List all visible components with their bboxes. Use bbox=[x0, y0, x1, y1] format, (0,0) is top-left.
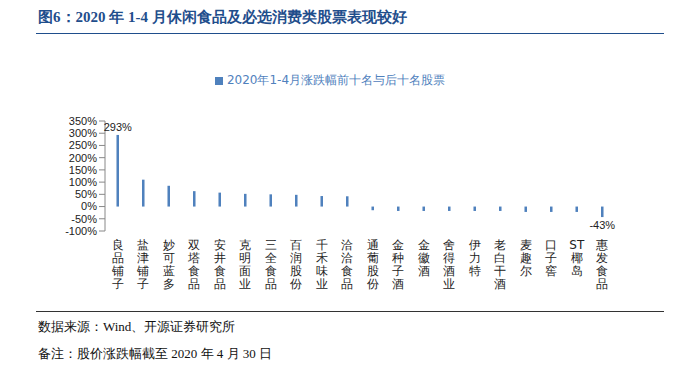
svg-text:发: 发 bbox=[596, 251, 608, 265]
svg-text:白: 白 bbox=[494, 251, 506, 265]
svg-text:老: 老 bbox=[494, 238, 506, 252]
svg-text:洽: 洽 bbox=[341, 251, 353, 265]
svg-text:业: 业 bbox=[239, 277, 251, 291]
svg-text:金: 金 bbox=[392, 238, 404, 252]
svg-text:子: 子 bbox=[112, 277, 124, 291]
html-text:2020年1-4月涨跌幅前十名与后十名股票: 2020年1-4月涨跌幅前十名与后十名股票 bbox=[226, 73, 446, 87]
html-text:图6：2020 年 1-4 月休闲食品及必选消费类股票表现较: 图6：2020 年 1-4 月休闲食品及必选消费类股票表现较好 bbox=[38, 9, 407, 25]
svg-text:200%: 200% bbox=[69, 152, 97, 164]
svg-text:克: 克 bbox=[239, 238, 251, 252]
svg-text:三: 三 bbox=[265, 238, 277, 252]
svg-text:293%: 293% bbox=[104, 121, 132, 133]
html-text:数据来源：Wind、开源证券研究所: 数据来源：Wind、开源证券研究所 bbox=[38, 319, 236, 334]
svg-text:千: 千 bbox=[316, 238, 328, 252]
svg-text:品: 品 bbox=[214, 277, 226, 291]
svg-text:种: 种 bbox=[392, 251, 404, 265]
svg-text:窖: 窖 bbox=[545, 264, 557, 278]
svg-text:100%: 100% bbox=[69, 176, 97, 188]
svg-text:葡: 葡 bbox=[367, 251, 379, 265]
svg-text:金: 金 bbox=[418, 238, 430, 252]
svg-text:300%: 300% bbox=[69, 127, 97, 139]
svg-text:百: 百 bbox=[290, 238, 302, 252]
svg-text:品: 品 bbox=[112, 251, 124, 265]
svg-text:子: 子 bbox=[137, 277, 149, 291]
svg-text:业: 业 bbox=[443, 277, 455, 291]
svg-text:ST: ST bbox=[569, 238, 585, 252]
svg-text:食: 食 bbox=[596, 264, 608, 278]
svg-text:蓝: 蓝 bbox=[163, 264, 175, 278]
svg-text:明: 明 bbox=[239, 251, 251, 265]
svg-text:份: 份 bbox=[367, 277, 379, 291]
svg-text:-50%: -50% bbox=[71, 213, 97, 225]
svg-text:岛: 岛 bbox=[571, 264, 583, 278]
svg-text:得: 得 bbox=[443, 251, 455, 265]
svg-text:350%: 350% bbox=[69, 115, 97, 127]
svg-text:股: 股 bbox=[290, 264, 302, 278]
svg-text:品: 品 bbox=[265, 277, 277, 291]
svg-text:业: 业 bbox=[316, 277, 328, 291]
svg-text:股: 股 bbox=[367, 264, 379, 278]
svg-text:面: 面 bbox=[239, 264, 251, 278]
svg-text:子: 子 bbox=[392, 264, 404, 278]
svg-text:份: 份 bbox=[290, 277, 302, 291]
svg-text:椰: 椰 bbox=[571, 251, 583, 265]
svg-text:津: 津 bbox=[137, 251, 149, 265]
svg-text:食: 食 bbox=[188, 264, 200, 278]
svg-text:150%: 150% bbox=[69, 164, 97, 176]
svg-text:250%: 250% bbox=[69, 139, 97, 151]
svg-text:多: 多 bbox=[163, 277, 175, 291]
svg-text:力: 力 bbox=[469, 251, 481, 265]
svg-text:全: 全 bbox=[265, 251, 277, 265]
svg-text:铺: 铺 bbox=[111, 264, 124, 278]
svg-text:食: 食 bbox=[265, 264, 277, 278]
svg-text:塔: 塔 bbox=[187, 251, 200, 265]
svg-text:惠: 惠 bbox=[595, 238, 608, 252]
svg-text:50%: 50% bbox=[75, 188, 97, 200]
svg-text:润: 润 bbox=[290, 251, 302, 265]
svg-text:妙: 妙 bbox=[163, 238, 175, 252]
svg-text:酒: 酒 bbox=[443, 264, 455, 278]
svg-text:口: 口 bbox=[545, 238, 557, 252]
svg-text:徽: 徽 bbox=[418, 251, 430, 265]
svg-text:干: 干 bbox=[494, 264, 506, 278]
svg-text:双: 双 bbox=[188, 238, 200, 252]
svg-text:食: 食 bbox=[214, 264, 226, 278]
svg-text:洽: 洽 bbox=[341, 238, 353, 252]
svg-text:舍: 舍 bbox=[443, 238, 455, 252]
svg-text:酒: 酒 bbox=[418, 264, 430, 278]
svg-text:-100%: -100% bbox=[65, 225, 97, 237]
svg-text:麦: 麦 bbox=[520, 238, 532, 252]
svg-text:0%: 0% bbox=[81, 200, 97, 212]
svg-text:通: 通 bbox=[367, 238, 379, 252]
svg-text:井: 井 bbox=[214, 251, 226, 265]
svg-text:伊: 伊 bbox=[469, 238, 481, 252]
svg-text:品: 品 bbox=[596, 277, 608, 291]
svg-text:食: 食 bbox=[341, 264, 353, 278]
svg-text:品: 品 bbox=[341, 277, 353, 291]
html-text:备注：股价涨跌幅截至 2020 年 4 月 30 日: 备注：股价涨跌幅截至 2020 年 4 月 30 日 bbox=[38, 346, 272, 361]
svg-text:尔: 尔 bbox=[520, 264, 532, 278]
svg-text:味: 味 bbox=[316, 264, 328, 278]
svg-text:盐: 盐 bbox=[137, 238, 149, 252]
svg-text:特: 特 bbox=[469, 264, 481, 278]
svg-text:子: 子 bbox=[545, 251, 557, 265]
svg-text:趣: 趣 bbox=[520, 251, 532, 265]
svg-text:品: 品 bbox=[188, 277, 200, 291]
svg-text:酒: 酒 bbox=[494, 277, 506, 291]
svg-text:良: 良 bbox=[112, 238, 124, 252]
svg-text:铺: 铺 bbox=[136, 264, 149, 278]
svg-text:可: 可 bbox=[163, 251, 175, 265]
svg-text:安: 安 bbox=[214, 238, 226, 252]
svg-text:酒: 酒 bbox=[392, 277, 404, 291]
svg-text:禾: 禾 bbox=[316, 251, 328, 265]
svg-text:-43%: -43% bbox=[589, 219, 615, 231]
